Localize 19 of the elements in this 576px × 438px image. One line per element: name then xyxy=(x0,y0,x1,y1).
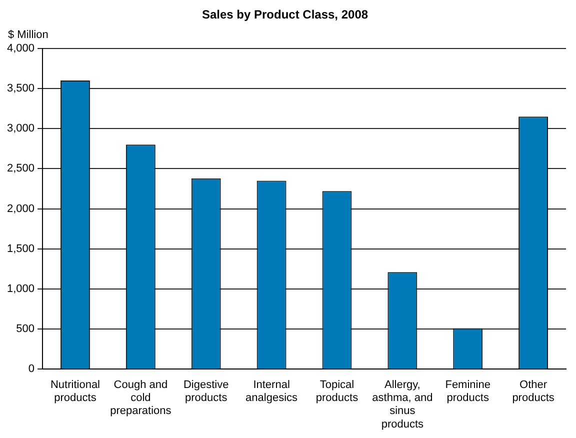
y-tick-label: 3,500 xyxy=(6,82,35,95)
x-tick-label: Allergy, asthma, and sinus products xyxy=(372,378,433,430)
x-tick-label: Topical products xyxy=(316,378,359,404)
x-tick-label: Feminine products xyxy=(445,378,490,404)
y-tick-label: 1,000 xyxy=(6,283,35,296)
y-tick-label: 500 xyxy=(16,323,35,336)
chart-title: Sales by Product Class, 2008 xyxy=(202,8,368,22)
x-tick-label: Nutritional products xyxy=(50,378,100,404)
x-tick-label: Digestive products xyxy=(183,378,229,404)
y-tick-label: 1,500 xyxy=(6,242,35,255)
y-tick-label: 2,000 xyxy=(6,202,35,215)
y-tick-label: 4,000 xyxy=(6,42,35,54)
y-tick-label: 0 xyxy=(28,363,35,376)
x-tick-label: Internal analgesics xyxy=(246,378,298,404)
x-tick-label: Other products xyxy=(512,378,555,404)
y-tick-label: 2,500 xyxy=(6,162,35,175)
y-tick-label: 3,000 xyxy=(6,122,35,135)
x-tick-label: Cough and cold preparations xyxy=(110,378,172,418)
y-axis-title: $ Million xyxy=(8,28,48,41)
